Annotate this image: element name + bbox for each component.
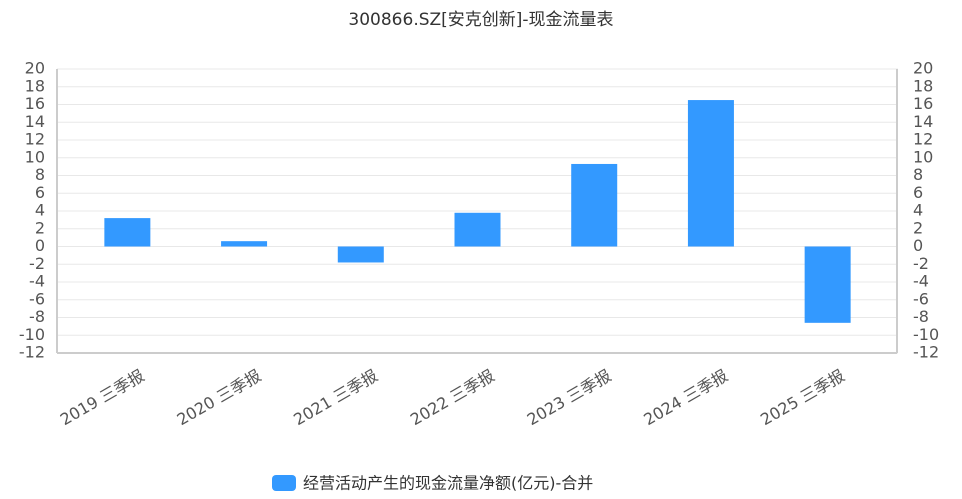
y2-tick-label: 6	[913, 183, 923, 202]
y2-tick-label: -12	[913, 343, 939, 362]
bar	[804, 246, 851, 323]
y-tick-label: -2	[29, 254, 45, 273]
legend-swatch	[272, 475, 296, 491]
bar	[337, 246, 384, 263]
x-tick-label: 2021 三季报	[290, 366, 381, 429]
y-tick-label: 2	[35, 218, 45, 237]
y2-tick-label: 16	[913, 94, 933, 113]
y-tick-label: 8	[35, 165, 45, 184]
bar	[104, 218, 151, 247]
y2-tick-label: 12	[913, 130, 933, 149]
x-tick-label: 2020 三季报	[174, 366, 265, 429]
x-tick-label: 2025 三季报	[757, 366, 848, 429]
y2-tick-label: -2	[913, 254, 929, 273]
legend-label: 经营活动产生的现金流量净额(亿元)-合并	[303, 474, 593, 493]
y2-tick-label: 20	[913, 59, 933, 78]
y-tick-label: -8	[29, 307, 45, 326]
y-tick-label: 4	[35, 201, 45, 220]
bar	[221, 241, 268, 247]
bar	[571, 163, 618, 247]
y2-tick-label: -10	[913, 325, 939, 344]
y-tick-label: 6	[35, 183, 45, 202]
y-tick-label: 16	[25, 94, 45, 113]
y2-tick-label: 2	[913, 218, 923, 237]
y-tick-label: -12	[19, 343, 45, 362]
y2-tick-label: 0	[913, 236, 923, 255]
y2-tick-label: -6	[913, 289, 929, 308]
y2-tick-label: -8	[913, 307, 929, 326]
y2-tick-label: 4	[913, 201, 923, 220]
y2-tick-label: 18	[913, 76, 933, 95]
y-tick-label: 18	[25, 76, 45, 95]
y2-tick-label: 8	[913, 165, 923, 184]
y-tick-label: 14	[25, 112, 45, 131]
y-tick-label: -6	[29, 289, 45, 308]
y2-tick-label: 10	[913, 147, 933, 166]
y-tick-label: -4	[29, 272, 45, 291]
x-tick-label: 2022 三季报	[407, 366, 498, 429]
y-tick-label: 10	[25, 147, 45, 166]
y-tick-label: 20	[25, 59, 45, 78]
y-tick-label: 0	[35, 236, 45, 255]
chart-title: 300866.SZ[安克创新]-现金流量表	[348, 10, 613, 30]
x-tick-label: 2019 三季报	[57, 366, 148, 429]
y-tick-label: -10	[19, 325, 45, 344]
bar	[687, 100, 734, 247]
x-tick-label: 2023 三季报	[524, 366, 615, 429]
y2-tick-label: -4	[913, 272, 929, 291]
y2-tick-label: 14	[913, 112, 933, 131]
bar	[454, 212, 501, 247]
y-tick-label: 12	[25, 130, 45, 149]
x-tick-label: 2024 三季报	[640, 366, 731, 429]
